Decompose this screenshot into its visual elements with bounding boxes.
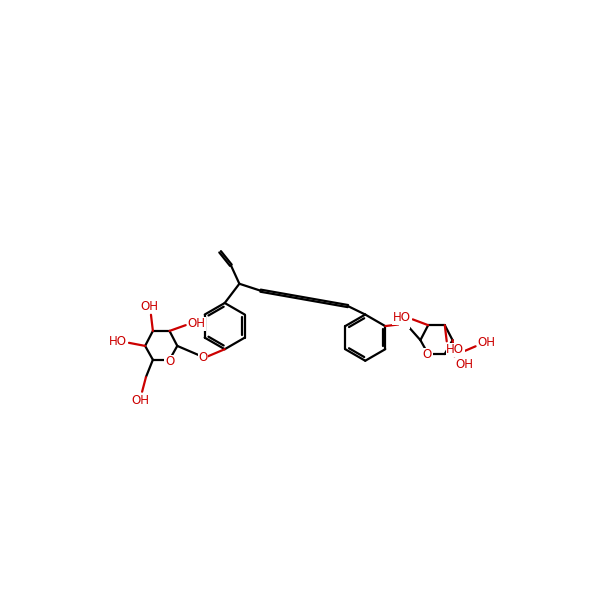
Text: O: O [165, 355, 174, 368]
Text: OH: OH [187, 317, 205, 330]
Text: O: O [198, 351, 208, 364]
Text: O: O [423, 348, 432, 361]
Text: HO: HO [109, 335, 127, 348]
Text: OH: OH [455, 358, 473, 371]
Text: OH: OH [131, 394, 149, 407]
Text: HO: HO [393, 311, 411, 325]
Text: OH: OH [478, 336, 496, 349]
Text: HO: HO [446, 343, 464, 356]
Text: OH: OH [140, 300, 158, 313]
Text: O: O [400, 315, 409, 328]
